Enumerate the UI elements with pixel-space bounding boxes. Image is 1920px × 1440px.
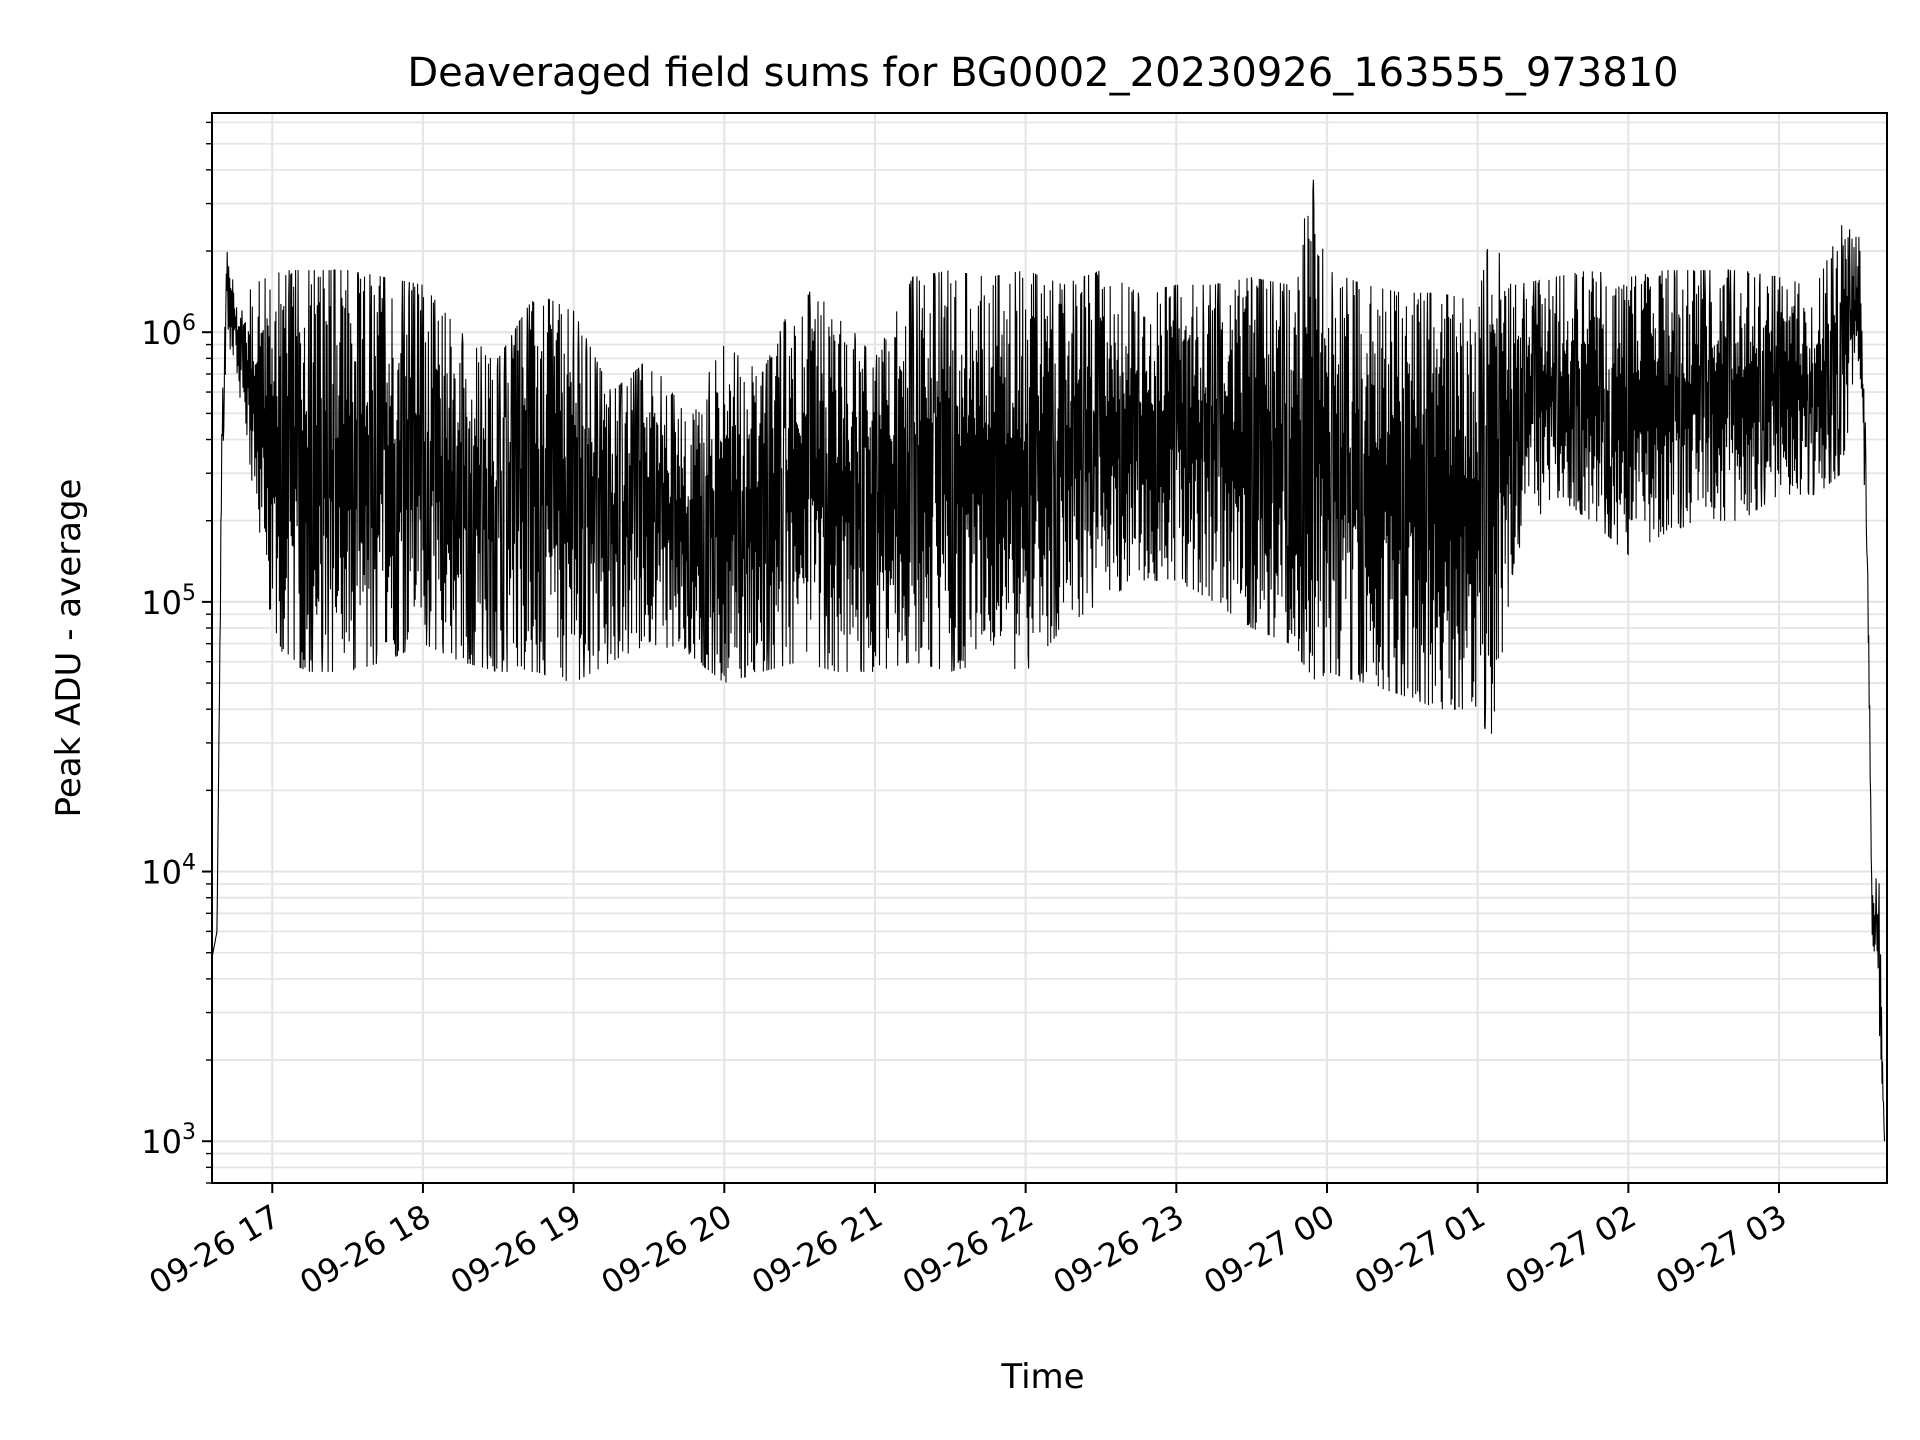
plot-frame [211,112,1888,1184]
x-tick-label: 09-26 23 [1047,1197,1191,1302]
x-tick-label: 09-26 20 [595,1197,739,1302]
x-tick-label: 09-26 18 [293,1197,437,1302]
y-tick-label: 105 [141,581,196,622]
y-tick-label: 103 [141,1120,196,1161]
x-tick-label: 09-26 17 [143,1197,287,1302]
x-tick-label: 09-27 00 [1197,1197,1341,1302]
x-tick-label: 09-26 21 [745,1197,889,1302]
series-line [211,179,1886,1142]
x-tick-label: 09-27 03 [1649,1197,1793,1302]
x-axis-label: Time [1000,1357,1084,1397]
y-axis-label: Peak ADU - average [49,479,89,818]
x-tick-label: 09-27 01 [1348,1197,1492,1302]
x-tick-label: 09-26 22 [896,1197,1040,1302]
x-tick-label: 09-27 02 [1499,1197,1643,1302]
x-tick-label: 09-26 19 [444,1197,588,1302]
data-layer [211,179,1886,1142]
y-tick-label: 106 [141,311,196,352]
y-tick-label: 104 [141,851,196,892]
chart-title: Deaveraged field sums for BG0002_2023092… [407,50,1678,96]
